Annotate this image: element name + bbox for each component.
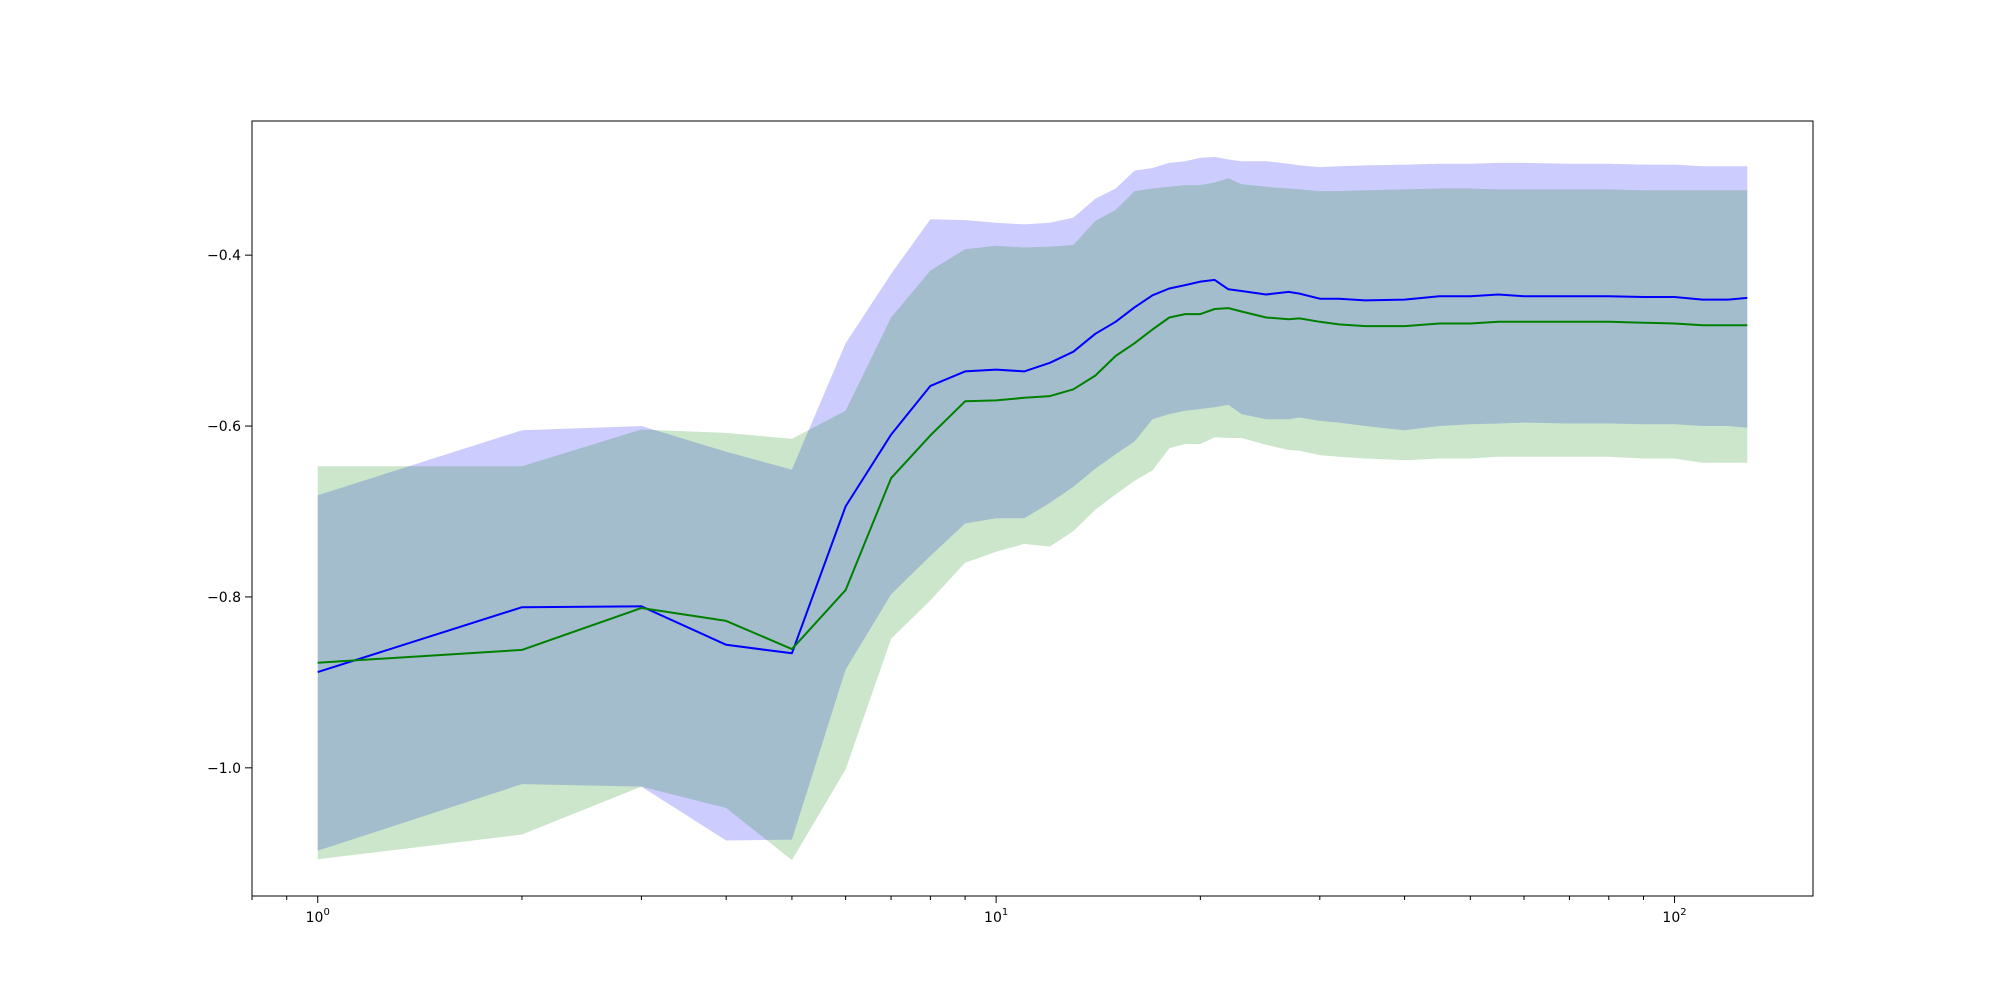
series-lines [317,278,1748,674]
series-2-line [317,307,1748,664]
series-1-line [317,278,1748,674]
x-tick-label: 102 [1662,907,1686,926]
series-2-band [317,178,1748,861]
y-tick-label: −1.0 [207,761,241,777]
y-tick-label: −0.4 [207,248,241,264]
y-tick-label: −0.6 [207,419,241,435]
confidence-bands [317,156,1748,861]
x-tick-label: 100 [306,907,330,926]
y-axis: −0.4 −0.6 −0.8 −1.0 [207,248,252,777]
x-tick-label: 101 [984,907,1008,926]
plot-frame [251,120,1814,897]
y-tick-label: −0.8 [207,590,241,606]
x-axis: 100 101 102 [251,896,1687,926]
series-1-band [317,156,1748,851]
